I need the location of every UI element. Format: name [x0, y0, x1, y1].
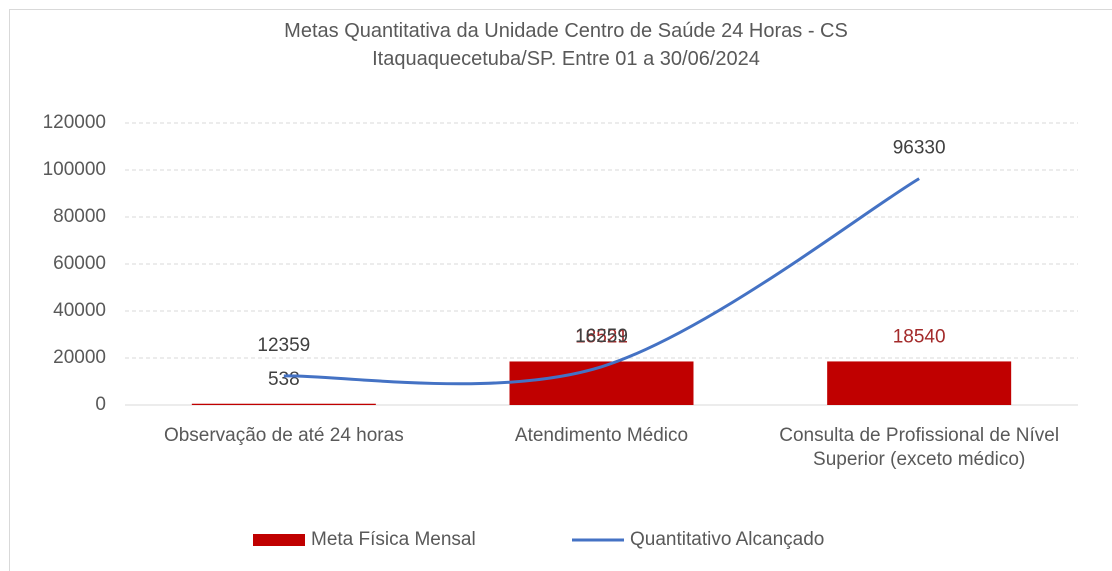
line-value-label: 96330	[893, 138, 946, 159]
bar-value-label: 18521	[575, 326, 628, 347]
legend-label: Quantitativo Alcançado	[630, 529, 824, 550]
y-tick-label: 20000	[53, 347, 106, 368]
y-tick-label: 0	[95, 394, 106, 415]
x-tick-label: Atendimento Médico	[515, 425, 688, 446]
y-tick-label: 40000	[53, 300, 106, 321]
legend-swatch	[253, 534, 305, 546]
bar	[191, 403, 376, 405]
y-tick-label: 120000	[43, 112, 106, 133]
line-value-label: 12359	[257, 335, 310, 356]
bar	[509, 361, 694, 405]
bar	[827, 361, 1012, 405]
chart-title: Metas Quantitativa da Unidade Centro de …	[284, 20, 848, 70]
chart-frame	[9, 9, 1112, 571]
legend-label: Meta Física Mensal	[311, 529, 476, 550]
y-tick-label: 100000	[43, 159, 106, 180]
line	[283, 177, 920, 386]
bar-value-label: 18540	[893, 326, 946, 347]
y-tick-label: 80000	[53, 206, 106, 227]
x-tick-label: Consulta de Profissional de Nível Superio…	[779, 425, 1059, 470]
x-tick-label: Observação de até 24 horas	[164, 425, 404, 446]
bar-value-label: 538	[268, 369, 300, 390]
y-tick-label: 60000	[53, 253, 106, 274]
line-value-label: 16259	[575, 326, 628, 347]
